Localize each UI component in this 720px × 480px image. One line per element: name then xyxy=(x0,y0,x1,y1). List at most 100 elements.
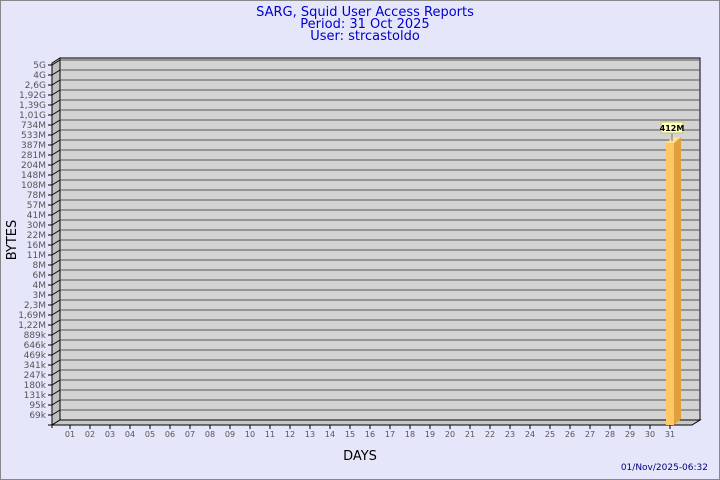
y-tick-label: 533M xyxy=(21,131,46,141)
x-tick-label: 22 xyxy=(485,430,495,439)
x-tick-label: 25 xyxy=(545,430,555,439)
y-tick-label: 247k xyxy=(24,371,47,381)
y-axis-label: BYTES xyxy=(5,220,20,261)
y-tick-label: 5G xyxy=(33,61,46,71)
y-tick-diagonal xyxy=(51,359,61,366)
y-tick-diagonal xyxy=(51,149,61,156)
x-tick-label: 01 xyxy=(65,430,75,439)
y-tick-label: 180k xyxy=(24,381,47,391)
y-tick-diagonal xyxy=(51,409,61,416)
chart-period: Period: 31 Oct 2025 xyxy=(300,17,429,32)
y-tick-diagonal xyxy=(51,389,61,396)
y-tick-label: 131k xyxy=(24,391,47,401)
y-tick-diagonal xyxy=(51,199,61,206)
y-tick-diagonal xyxy=(51,89,61,96)
y-tick-label: 95k xyxy=(29,401,46,411)
y-tick-diagonal xyxy=(51,349,61,356)
y-tick-diagonal xyxy=(51,319,61,326)
y-tick-label: 1,92G xyxy=(19,91,46,101)
x-tick-label: 24 xyxy=(525,430,535,439)
x-tick-label: 02 xyxy=(85,430,95,439)
x-tick-label: 18 xyxy=(405,430,415,439)
x-tick-label: 05 xyxy=(145,430,155,439)
y-tick-diagonal xyxy=(51,299,61,306)
y-tick-diagonal xyxy=(51,119,61,126)
y-tick-diagonal xyxy=(51,279,61,286)
x-tick-label: 11 xyxy=(265,430,275,439)
y-tick-diagonal xyxy=(51,379,61,386)
x-tick-label: 19 xyxy=(425,430,435,439)
y-tick-diagonal xyxy=(51,229,61,236)
y-tick-label: 8M xyxy=(33,261,47,271)
y-tick-label: 108M xyxy=(21,181,46,191)
y-tick-diagonal xyxy=(51,99,61,106)
y-tick-diagonal xyxy=(51,259,61,266)
x-tick-label: 16 xyxy=(365,430,375,439)
chart-title: SARG, Squid User Access Reports xyxy=(256,5,474,20)
x-tick-label: 04 xyxy=(125,430,135,439)
timestamp: 01/Nov/2025-06:32 xyxy=(621,463,708,473)
x-tick-label: 23 xyxy=(505,430,515,439)
y-tick-diagonal xyxy=(51,309,61,316)
y-tick-label: 734M xyxy=(21,121,46,131)
y-tick-diagonal xyxy=(51,59,61,66)
y-tick-diagonal xyxy=(51,289,61,296)
x-tick-label: 28 xyxy=(605,430,615,439)
y-tick-diagonal xyxy=(51,249,61,256)
x-tick-label: 17 xyxy=(385,430,395,439)
y-tick-label: 341k xyxy=(24,361,47,371)
y-tick-diagonal xyxy=(51,69,61,76)
y-tick-label: 1,69M xyxy=(18,311,46,321)
x-tick-label: 09 xyxy=(225,430,235,439)
y-tick-label: 16M xyxy=(27,241,46,251)
y-tick-diagonal xyxy=(51,239,61,246)
y-tick-diagonal xyxy=(51,399,61,406)
y-tick-label: 3M xyxy=(33,291,47,301)
y-tick-label: 11M xyxy=(27,251,46,261)
y-tick-label: 4M xyxy=(33,281,47,291)
x-tick-label: 07 xyxy=(185,430,195,439)
y-tick-diagonal xyxy=(51,339,61,346)
y-tick-label: 1,39G xyxy=(19,101,46,111)
x-tick-label: 30 xyxy=(645,430,655,439)
plot-back-wall xyxy=(59,57,701,421)
y-tick-diagonal xyxy=(51,129,61,136)
y-tick-label: 22M xyxy=(27,231,46,241)
y-tick-diagonal xyxy=(51,79,61,86)
y-tick-label: 387M xyxy=(21,141,46,151)
x-tick-label: 29 xyxy=(625,430,635,439)
x-tick-label: 26 xyxy=(565,430,575,439)
x-tick-label: 03 xyxy=(105,430,115,439)
x-tick-label: 21 xyxy=(465,430,475,439)
y-tick-diagonal xyxy=(51,159,61,166)
chart-user: User: strcastoldo xyxy=(310,29,420,44)
x-tick-label: 12 xyxy=(285,430,295,439)
y-tick-diagonal xyxy=(51,369,61,376)
y-tick-diagonal xyxy=(51,219,61,226)
x-tick-label: 13 xyxy=(305,430,315,439)
data-label: 412M xyxy=(660,124,685,133)
bar-side xyxy=(674,137,681,426)
plot-floor xyxy=(50,419,702,426)
y-tick-label: 41M xyxy=(27,211,46,221)
y-tick-label: 204M xyxy=(21,161,46,171)
x-tick-label: 31 xyxy=(665,430,675,439)
x-tick-label: 27 xyxy=(585,430,595,439)
y-tick-label: 78M xyxy=(27,191,46,201)
y-tick-label: 469k xyxy=(24,351,47,361)
x-tick-label: 10 xyxy=(245,430,255,439)
y-tick-label: 69k xyxy=(29,411,46,421)
y-tick-label: 57M xyxy=(27,201,46,211)
y-tick-diagonal xyxy=(51,269,61,276)
y-tick-label: 2,3M xyxy=(24,301,46,311)
y-tick-label: 281M xyxy=(21,151,46,161)
y-tick-label: 148M xyxy=(21,171,46,181)
bar xyxy=(666,143,674,426)
y-tick-label: 30M xyxy=(27,221,46,231)
y-tick-label: 2,6G xyxy=(25,81,46,91)
x-tick-label: 20 xyxy=(445,430,455,439)
x-tick-label: 08 xyxy=(205,430,215,439)
x-axis-label: DAYS xyxy=(343,449,377,464)
y-tick-label: 6M xyxy=(33,271,47,281)
